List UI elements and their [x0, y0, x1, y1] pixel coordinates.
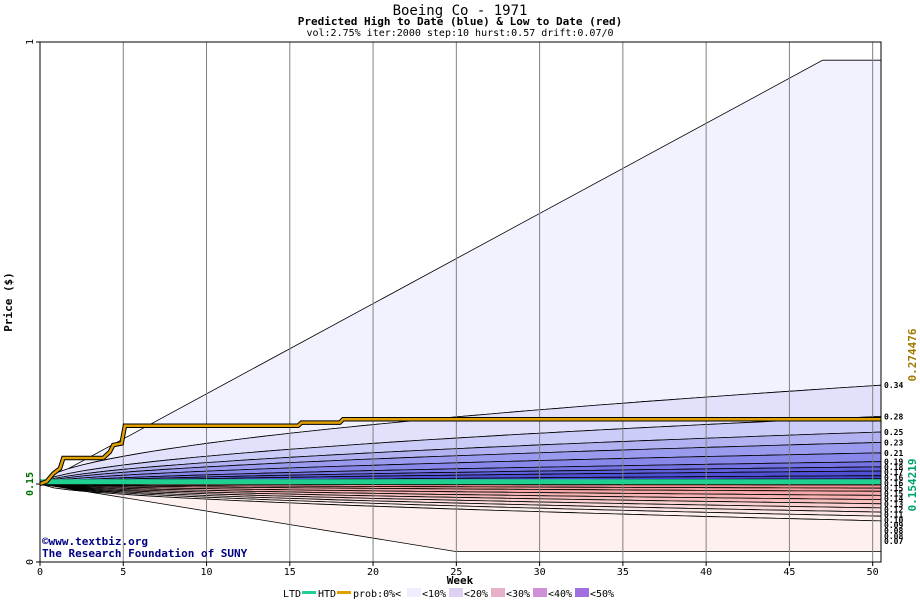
band-value-label: 0.11 — [884, 511, 903, 520]
band-low-outer — [39, 483, 882, 552]
credit-line-1: ©www.textbiz.org — [42, 535, 148, 548]
band-value-label: 0.07 — [884, 537, 903, 546]
x-axis-label: Week — [447, 574, 474, 587]
band-value-label: 0.21 — [884, 449, 903, 458]
legend-item-label: <10% — [422, 589, 446, 600]
band-value-label: 0.23 — [884, 438, 903, 447]
grid-lines — [122, 42, 874, 562]
legend-htd-label: HTD — [318, 589, 336, 600]
band-value-label: 0.09 — [884, 521, 903, 530]
band-value-label: 0.25 — [884, 428, 903, 437]
band-value-label: 0.15 — [884, 484, 903, 493]
band-value-label: 0.19 — [884, 458, 903, 467]
legend-ltd-swatch — [302, 591, 316, 594]
y-tick-label: 0 — [25, 559, 36, 565]
band-value-label: 0.08 — [884, 527, 903, 536]
chart-params: vol:2.75% iter:2000 step:10 hurst:0.57 d… — [306, 28, 613, 39]
x-tick-label: 15 — [284, 567, 296, 578]
y-tick-label: 0.15 — [25, 472, 36, 496]
legend-swatch — [575, 588, 589, 597]
credit-line-2: The Research Foundation of SUNY — [42, 547, 248, 560]
chart-title: Boeing Co - 1971 — [393, 3, 528, 19]
legend-swatch — [449, 588, 463, 597]
band-value-label: 0.10 — [884, 516, 903, 525]
htd-line — [39, 418, 881, 486]
x-tick-label: 20 — [367, 567, 379, 578]
band-value-label: 0.12 — [884, 505, 903, 514]
band-value-label: 0.16 — [884, 474, 903, 483]
band-value-labels: 0.340.280.250.230.210.190.180.170.160.16… — [884, 381, 903, 546]
legend-swatch — [491, 588, 505, 597]
y-tick-label: 1 — [25, 39, 36, 45]
x-tick-label: 5 — [120, 567, 126, 578]
y-axis-ticks: 010.15 — [25, 39, 40, 565]
legend-htd-swatch — [337, 591, 351, 594]
plot-frame — [39, 41, 882, 563]
band-value-label: 0.13 — [884, 500, 903, 509]
legend-prob-label: prob:0%< — [353, 589, 401, 600]
htd-value-label: 0.274476 — [906, 328, 919, 381]
band-value-label: 0.28 — [884, 412, 903, 421]
legend-item-label: <50% — [590, 589, 614, 600]
probability-bands — [39, 59, 882, 552]
legend: LTD HTD prob:0%< <10% <20% <30% <40% <50% — [283, 588, 614, 600]
legend-swatch — [533, 588, 547, 597]
ltd-value-label: 0.154219 — [906, 459, 919, 512]
chart-subtitle: Predicted High to Date (blue) & Low to D… — [298, 15, 623, 28]
x-tick-label: 50 — [867, 567, 879, 578]
x-tick-label: 35 — [617, 567, 629, 578]
x-tick-label: 0 — [37, 567, 43, 578]
y-axis-label: Price ($) — [2, 272, 15, 332]
legend-item-label: <40% — [548, 589, 572, 600]
legend-item-label: <20% — [464, 589, 488, 600]
x-tick-label: 10 — [201, 567, 213, 578]
x-tick-label: 25 — [450, 567, 462, 578]
x-tick-label: 40 — [700, 567, 712, 578]
legend-swatch — [407, 588, 421, 597]
legend-ltd-label: LTD — [283, 589, 301, 600]
band-value-label: 0.34 — [884, 381, 903, 390]
x-tick-label: 45 — [783, 567, 795, 578]
legend-item-label: <30% — [506, 589, 530, 600]
band-value-label: 0.17 — [884, 468, 903, 477]
band-value-label: 0.18 — [884, 463, 903, 472]
band-value-label: 0.14 — [884, 495, 903, 504]
extreme-paths — [39, 417, 881, 487]
x-tick-label: 30 — [534, 567, 546, 578]
band-value-label: 0.08 — [884, 532, 903, 541]
band-value-label: 0.15 — [884, 489, 903, 498]
band-value-label: 0.16 — [884, 479, 903, 488]
x-axis-ticks: 0 5 10 15 20 25 30 35 40 45 50 — [37, 562, 879, 578]
